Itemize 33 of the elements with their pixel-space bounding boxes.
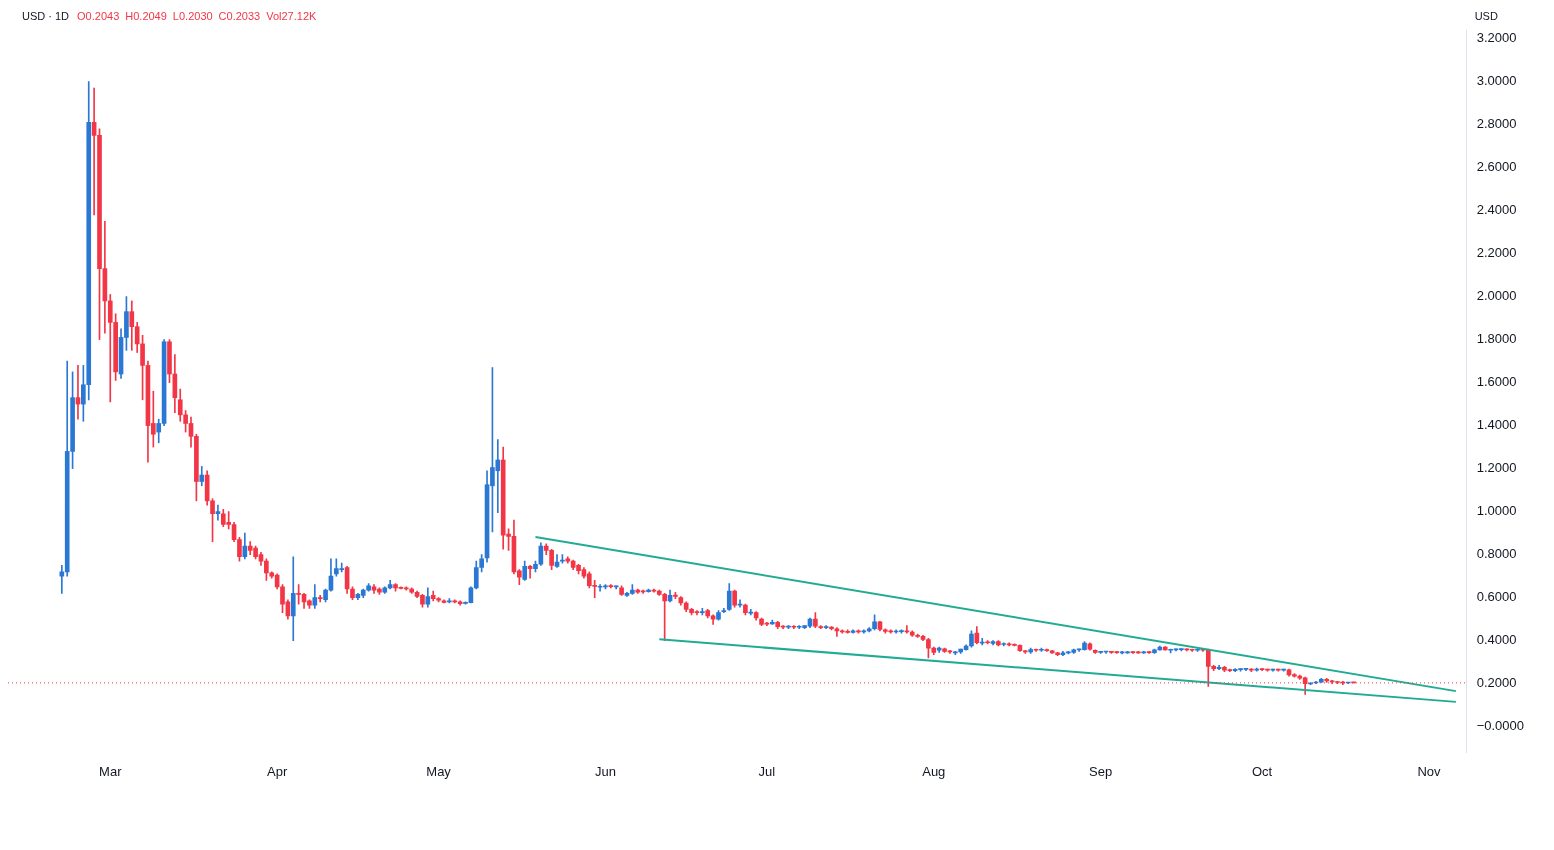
x-tick-label: Sep xyxy=(1089,763,1113,779)
y-tick-label: 0.4000 xyxy=(1476,632,1517,648)
y-tick-label: 2.8000 xyxy=(1476,116,1517,132)
y-tick-label: 2.0000 xyxy=(1476,288,1517,304)
y-tick-label: 1.8000 xyxy=(1476,331,1517,347)
text: O0.2043 xyxy=(77,10,120,23)
y-tick-label: 0.6000 xyxy=(1476,589,1517,605)
x-tick-label: Oct xyxy=(1252,763,1273,779)
y-tick-label: 3.0000 xyxy=(1476,73,1517,89)
x-tick-label: Mar xyxy=(99,763,123,779)
y-axis-title: USD xyxy=(1474,10,1498,23)
text: H0.2049 xyxy=(125,10,167,23)
y-tick-label: 3.2000 xyxy=(1476,30,1517,46)
x-tick-label: Aug xyxy=(922,763,946,779)
y-tick-label: 1.2000 xyxy=(1476,460,1517,476)
y-tick-label: 1.4000 xyxy=(1476,417,1517,433)
x-tick-label: May xyxy=(426,763,452,779)
text: Vol27.12K xyxy=(266,10,318,23)
text: C0.2033 xyxy=(218,10,261,23)
y-tick-label: 1.0000 xyxy=(1476,503,1517,519)
x-tick-label: Apr xyxy=(267,763,288,779)
text: L0.2030 xyxy=(172,10,213,23)
x-tick-label: Jul xyxy=(758,763,776,779)
y-tick-label: 1.6000 xyxy=(1476,374,1517,390)
y-tick-label: 2.2000 xyxy=(1476,245,1517,261)
y-tick-label: 0.8000 xyxy=(1476,546,1517,562)
chart-title: USD · 1D xyxy=(22,10,70,23)
x-tick-label: Nov xyxy=(1417,763,1442,779)
y-tick-label: 0.2000 xyxy=(1476,675,1517,691)
y-tick-label: 2.4000 xyxy=(1476,202,1517,218)
y-tick-label: −0.0000 xyxy=(1476,718,1525,734)
y-tick-label: 2.6000 xyxy=(1476,159,1517,175)
x-tick-label: Jun xyxy=(594,763,616,779)
